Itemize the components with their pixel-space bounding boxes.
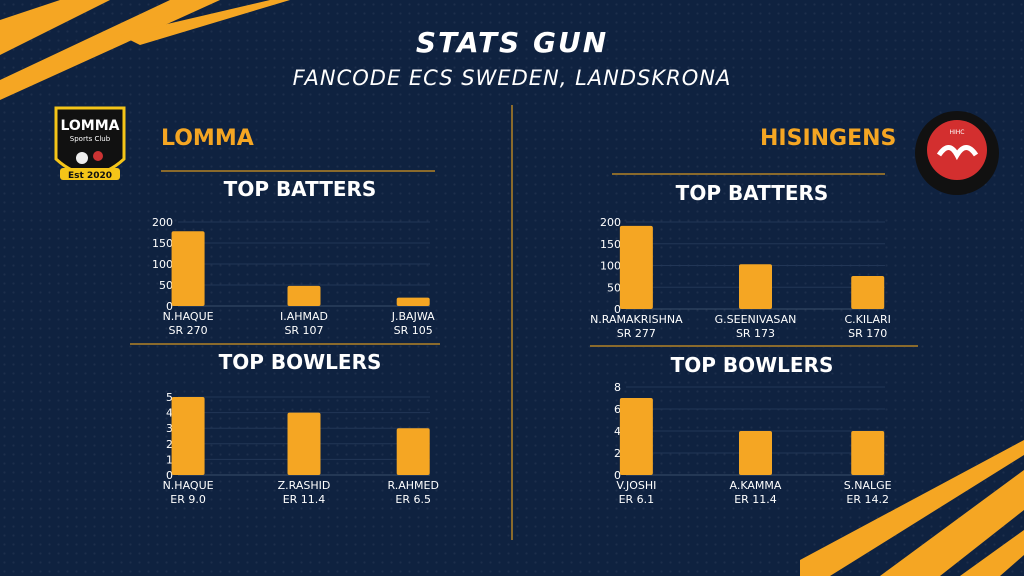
x-tick-label: V.JOSHI (616, 479, 656, 492)
bar-sublabel: SR 270 (169, 324, 208, 337)
bar-sublabel: SR 173 (736, 327, 775, 340)
bar (171, 397, 205, 475)
y-tick-label: 200 (152, 216, 173, 229)
y-tick-label: 150 (152, 237, 173, 250)
y-tick-label: 5 (166, 391, 173, 404)
bar (739, 264, 772, 309)
page-subtitle: FANCODE ECS SWEDEN, LANDSKRONA (292, 66, 732, 90)
y-tick-label: 0 (614, 303, 621, 316)
bar-sublabel: ER 14.2 (846, 493, 889, 506)
y-tick-label: 100 (600, 260, 621, 273)
bar-sublabel: ER 9.0 (170, 493, 206, 506)
y-tick-label: 150 (600, 238, 621, 251)
divider (130, 343, 440, 345)
page-title: STATS GUN (415, 26, 609, 59)
lomma-logo: LOMMA Sports Club Est 2020 (54, 106, 126, 181)
y-tick-label: 100 (152, 258, 173, 271)
divider (590, 345, 918, 347)
y-tick-label: 6 (614, 403, 621, 416)
x-tick-label: N.RAMAKRISHNA (590, 313, 683, 326)
y-tick-label: 2 (166, 438, 173, 451)
bar (851, 275, 885, 309)
y-tick-label: 50 (159, 279, 173, 292)
bar-sublabel: ER 11.4 (283, 493, 326, 506)
bar-sublabel: ER 6.5 (395, 493, 431, 506)
chart-title: TOP BATTERS (675, 181, 829, 205)
bar-sublabel: ER 11.4 (734, 493, 777, 506)
x-tick-label: S.NALGE (844, 479, 892, 492)
y-tick-label: 0 (166, 469, 173, 482)
bar-sublabel: ER 6.1 (619, 493, 655, 506)
divider (161, 170, 435, 172)
bar (619, 225, 653, 309)
y-tick-label: 2 (614, 447, 621, 460)
bar (396, 297, 430, 306)
svg-text:Sports Club: Sports Club (70, 135, 111, 143)
bar-sublabel: SR 107 (284, 324, 323, 337)
bar (619, 398, 653, 475)
bar (396, 428, 430, 475)
y-tick-label: 3 (166, 422, 173, 435)
y-tick-label: 0 (614, 469, 621, 482)
bar-sublabel: SR 277 (617, 327, 656, 340)
chart-title: TOP BOWLERS (218, 350, 382, 374)
bar-sublabel: SR 105 (394, 324, 433, 337)
y-tick-label: 1 (166, 453, 173, 466)
y-tick-label: 200 (600, 216, 621, 229)
bar (171, 231, 205, 306)
bar (287, 412, 321, 475)
bar-sublabel: SR 170 (848, 327, 887, 340)
x-tick-label: R.AHMED (387, 479, 438, 492)
hisingens-logo: HIHC (915, 111, 999, 195)
y-tick-label: 50 (607, 281, 621, 294)
bar (851, 431, 885, 475)
y-tick-label: 0 (166, 300, 173, 313)
y-tick-label: 4 (614, 425, 621, 438)
x-tick-label: J.BAJWA (391, 310, 435, 323)
bar (287, 285, 321, 306)
chart-title: TOP BATTERS (223, 177, 377, 201)
svg-text:HIHC: HIHC (950, 129, 965, 136)
svg-text:Est 2020: Est 2020 (68, 171, 112, 181)
team-name-hisingens: HISINGENS (760, 126, 897, 151)
x-tick-label: G.SEENIVASAN (715, 313, 797, 326)
x-tick-label: C.KILARI (845, 313, 891, 326)
x-tick-label: N.HAQUE (163, 479, 214, 492)
center-divider (511, 105, 513, 540)
x-tick-label: N.HAQUE (163, 310, 214, 323)
x-tick-label: I.AHMAD (280, 310, 328, 323)
x-tick-label: Z.RASHID (278, 479, 331, 492)
divider (612, 173, 885, 175)
y-tick-label: 4 (166, 407, 173, 420)
x-tick-label: A.KAMMA (730, 479, 782, 492)
svg-text:LOMMA: LOMMA (60, 118, 119, 134)
chart-title: TOP BOWLERS (670, 353, 834, 377)
y-tick-label: 8 (614, 381, 621, 394)
team-name-lomma: LOMMA (161, 126, 254, 151)
bar (739, 431, 772, 475)
